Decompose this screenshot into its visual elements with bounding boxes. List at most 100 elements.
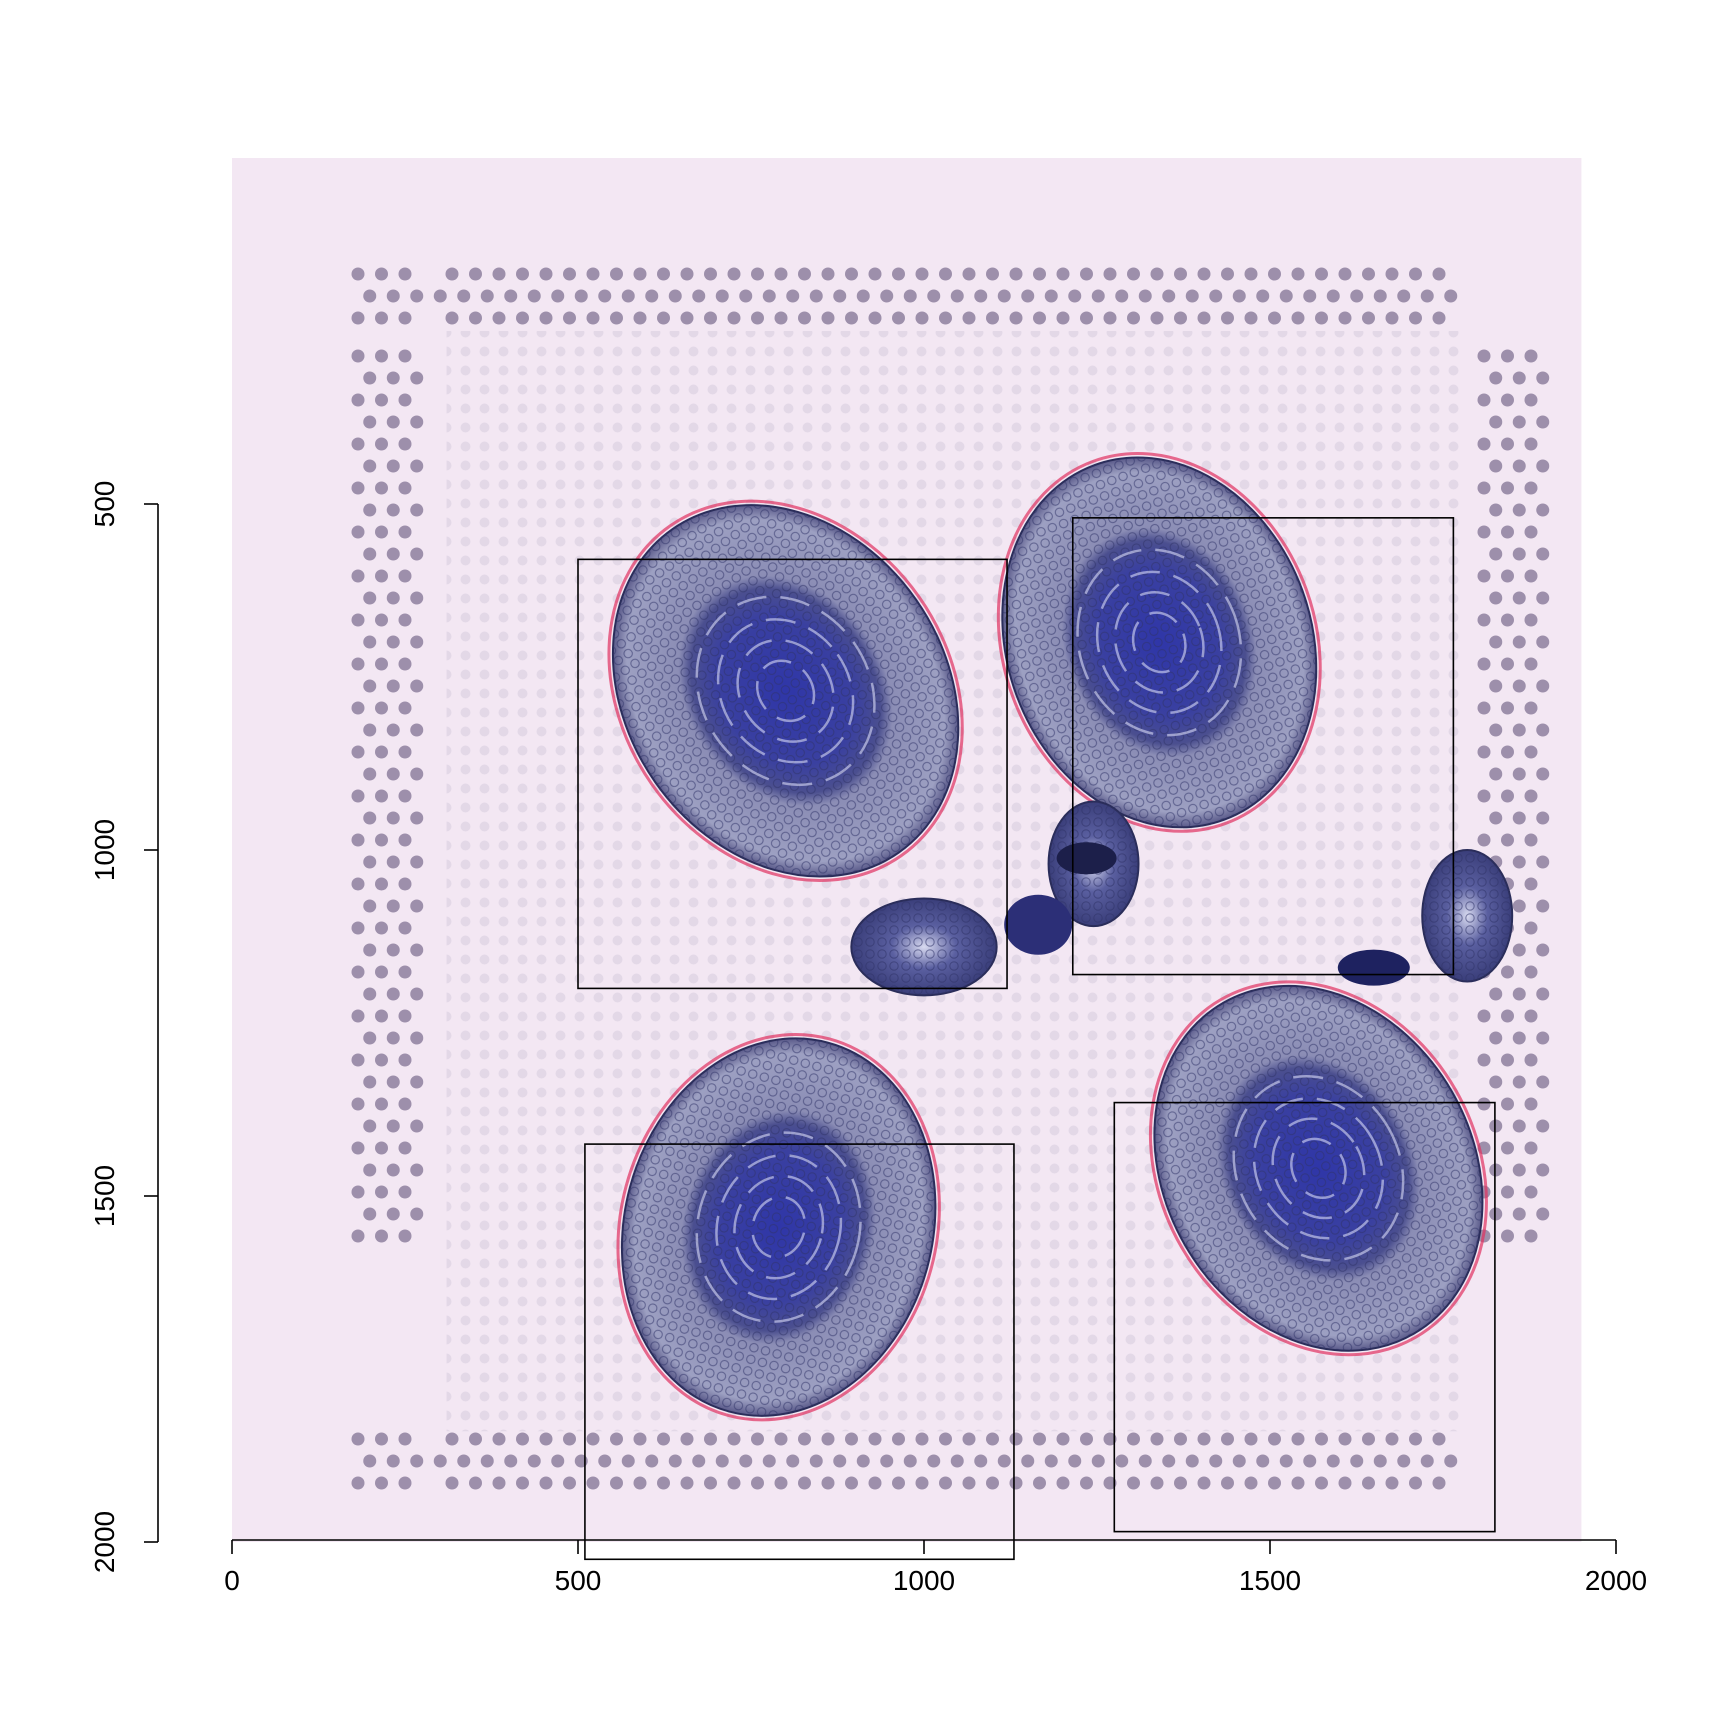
fiducial-spot xyxy=(410,1031,424,1045)
fiducial-spot xyxy=(1512,855,1526,869)
fiducial-spot xyxy=(410,899,424,913)
fiducial-spot xyxy=(386,635,400,649)
fiducial-spot xyxy=(457,1454,471,1468)
x-tick-label: 0 xyxy=(224,1565,240,1596)
fiducial-spot xyxy=(774,1476,788,1490)
fiducial-spot xyxy=(516,311,529,325)
fiducial-spot xyxy=(1303,1454,1317,1468)
tissue-cells xyxy=(1154,985,1483,1351)
y-tick-label: 500 xyxy=(89,481,120,528)
fiducial-spot xyxy=(610,1476,623,1490)
fiducial-spot xyxy=(351,1476,365,1490)
fiducial-spot xyxy=(1150,311,1164,325)
fiducial-spot xyxy=(375,657,388,671)
fiducial-spot xyxy=(1033,267,1046,281)
fiducial-spot xyxy=(1373,1454,1387,1468)
fiducial-spot xyxy=(1279,1454,1293,1468)
fiducial-spot xyxy=(1444,1454,1458,1468)
fiducial-spot xyxy=(351,745,365,759)
bounding-box-1 xyxy=(577,558,1008,990)
fiducial-spot xyxy=(375,311,388,325)
fiducial-spot xyxy=(962,267,976,281)
fiducial-spot xyxy=(398,1141,412,1155)
fiducial-spot xyxy=(1501,481,1514,495)
y-tick-label: 1000 xyxy=(89,819,120,881)
tissue-edge xyxy=(996,452,1322,833)
fiducial-spot xyxy=(1501,393,1514,407)
y-tick-label: 1500 xyxy=(89,1165,120,1227)
fiducial-spot xyxy=(375,1097,388,1111)
fiducial-spot xyxy=(1489,591,1503,605)
fiducial-spot xyxy=(1138,289,1152,303)
fiducial-spot xyxy=(386,1031,400,1045)
fiducial-spot xyxy=(375,1141,388,1155)
fiducial-spot xyxy=(892,267,905,281)
fiducial-spot xyxy=(1303,289,1317,303)
fiducial-spot xyxy=(1501,745,1514,759)
fiducial-spot xyxy=(1512,679,1526,693)
fiducial-spot xyxy=(739,289,753,303)
fiducial-spot xyxy=(845,311,858,325)
fiducial-spot xyxy=(410,1207,424,1221)
fiducial-spot xyxy=(375,267,388,281)
fiducial-spot xyxy=(668,1454,682,1468)
fiducial-spot xyxy=(1536,415,1550,429)
fiducial-spot xyxy=(610,311,623,325)
fiducial-spot xyxy=(1501,349,1514,363)
fiducial-spot xyxy=(903,289,917,303)
fiducial-spot xyxy=(1512,723,1526,737)
tissue-layer xyxy=(736,638,835,743)
fiducial-spot xyxy=(950,1454,964,1468)
fiducial-spot xyxy=(1150,1432,1164,1446)
tissue-layer xyxy=(1232,1075,1405,1262)
fiducial-spot xyxy=(398,311,412,325)
fiducial-spot xyxy=(1009,1476,1023,1490)
fiducial-spot xyxy=(398,1432,412,1446)
fiducial-spot xyxy=(375,877,388,891)
fiducial-spot xyxy=(1536,811,1550,825)
fiducial-spot xyxy=(1397,289,1411,303)
small-section-cells xyxy=(1422,850,1513,982)
fiducial-spot xyxy=(680,311,694,325)
fiducial-spot xyxy=(962,311,976,325)
fiducial-spot xyxy=(1524,833,1538,847)
fiducial-spot xyxy=(1127,1432,1140,1446)
fiducial-spot xyxy=(1524,437,1538,451)
fiducial-spot xyxy=(1432,1476,1446,1490)
fiducial-spot xyxy=(1524,1185,1538,1199)
fiducial-spot xyxy=(1162,1454,1176,1468)
fiducial-spot xyxy=(516,267,529,281)
fiducial-spot xyxy=(375,1229,388,1243)
fiducial-spot xyxy=(410,459,424,473)
fiducial-spot xyxy=(633,1476,647,1490)
fiducial-spot xyxy=(1009,311,1023,325)
fiducial-spot xyxy=(1056,267,1070,281)
fiducial-spot xyxy=(1315,311,1328,325)
fiducial-spot xyxy=(1091,289,1105,303)
fiducial-spot xyxy=(1512,943,1526,957)
fiducial-spot xyxy=(1021,1454,1035,1468)
fiducial-spot xyxy=(1432,267,1446,281)
fiducial-spot xyxy=(1315,267,1328,281)
fiducial-spot xyxy=(363,855,377,869)
fiducial-spot xyxy=(1536,1031,1550,1045)
fiducial-spot xyxy=(492,1476,506,1490)
fiducial-spot xyxy=(692,1454,706,1468)
fiducial-spot xyxy=(351,921,365,935)
fiducial-spot xyxy=(727,267,741,281)
fiducial-spot xyxy=(927,289,941,303)
tissue-layer xyxy=(695,595,876,787)
fiducial-spot xyxy=(1536,987,1550,1001)
fiducial-spot xyxy=(410,679,424,693)
fiducial-spot xyxy=(868,1432,882,1446)
fiducial-spot xyxy=(974,1454,988,1468)
fiducial-spot xyxy=(433,289,447,303)
fiducial-spot xyxy=(786,289,800,303)
fiducial-spot xyxy=(1501,657,1514,671)
fiducial-spot xyxy=(1197,1476,1211,1490)
fiducial-spot xyxy=(375,437,388,451)
fiducial-spot xyxy=(1477,525,1491,539)
fiducial-spot xyxy=(351,481,365,495)
fiducial-spot xyxy=(798,267,811,281)
